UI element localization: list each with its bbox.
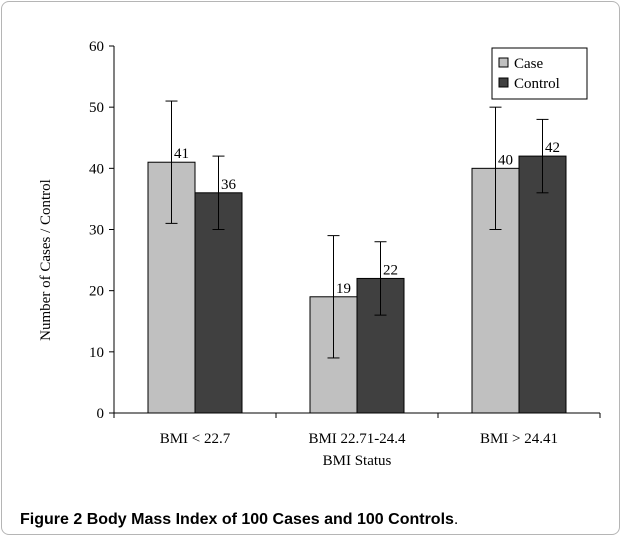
- x-tick-label: BMI 22.71-24.4: [308, 431, 406, 447]
- legend-box: [491, 47, 588, 100]
- figure-caption: Figure 2 Body Mass Index of 100 Cases an…: [20, 511, 458, 529]
- legend-label-control: Control: [514, 76, 560, 92]
- y-tick-label: 0: [97, 406, 105, 422]
- data-label: 42: [545, 140, 560, 156]
- x-axis-label: BMI Status: [323, 453, 392, 469]
- data-label: 36: [221, 177, 237, 193]
- bars: [147, 155, 567, 414]
- y-tick-label: 40: [89, 161, 104, 177]
- y-tick-label: 30: [89, 223, 104, 239]
- error-bars: [165, 100, 549, 359]
- caption-label: Figure 2: [20, 511, 83, 528]
- y-axis-label: Number of Cases / Control: [38, 179, 54, 341]
- y-tick-label: 60: [89, 39, 104, 55]
- data-label: 19: [336, 281, 351, 297]
- data-label: 22: [383, 262, 398, 278]
- y-tick-label: 10: [89, 345, 104, 361]
- legend-swatch-control: [498, 77, 509, 88]
- data-labels: 41 19 40 36 22 42: [174, 140, 560, 297]
- y-tick-label: 50: [89, 100, 104, 116]
- caption-end: .: [453, 511, 459, 528]
- y-tick-label: 20: [89, 284, 104, 300]
- legend-swatch-case: [498, 57, 509, 68]
- x-tick-label: BMI < 22.7: [160, 431, 231, 447]
- x-tick-label: BMI > 24.41: [480, 431, 558, 447]
- bar-chart: 0 10 20 30 40 50 60 BMI < 22.7 BMI 22.71-24.4 BMI…: [38, 39, 601, 469]
- bar-control: [518, 155, 567, 414]
- data-label: 40: [498, 152, 513, 168]
- legend-label-case: Case: [514, 56, 544, 72]
- caption-text: Body Mass Index of 100 Cases and 100 Con…: [86, 511, 454, 528]
- legend: Case Control: [491, 47, 588, 100]
- data-label: 41: [174, 146, 189, 162]
